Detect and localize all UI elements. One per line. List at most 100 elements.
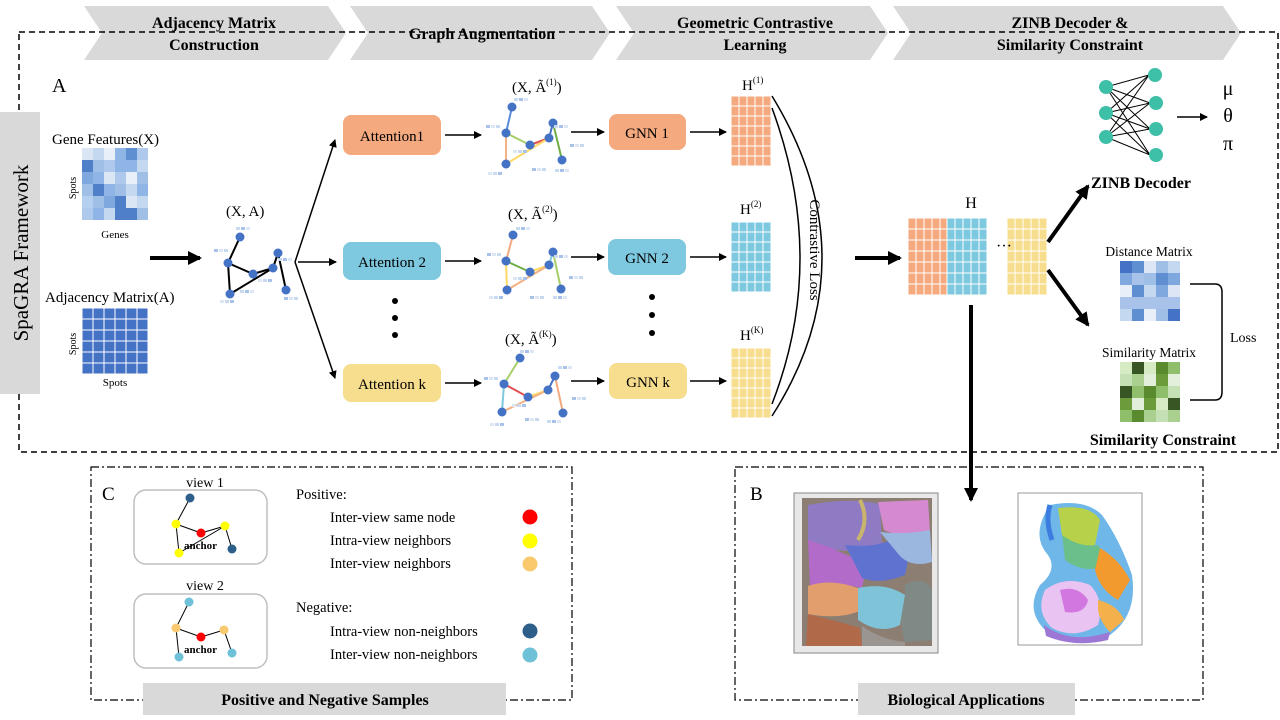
- matrix-cell: [1156, 386, 1168, 398]
- tissue-image-1: [793, 492, 939, 654]
- matrix-cell: [762, 397, 772, 409]
- graph-node: [268, 263, 278, 273]
- matrix-cell: [530, 296, 534, 299]
- matrix-cell: [136, 329, 149, 342]
- attention-2-label: Attention 2: [358, 255, 426, 271]
- matrix-cell: [1030, 283, 1040, 296]
- matrix-cell: [115, 160, 126, 172]
- matrix-cell: [82, 172, 93, 184]
- matrix-cell: [915, 283, 925, 296]
- matrix-cell: [738, 145, 748, 157]
- matrix-cell: [762, 347, 772, 359]
- zinb-node: [1099, 130, 1113, 144]
- panel-a-label: A: [52, 75, 67, 97]
- matrix-cell: [1168, 285, 1180, 297]
- stage-chevron-4: [893, 6, 1241, 60]
- augmented-label-2: (X, Ã(2)): [508, 204, 558, 223]
- gnn-1-box: [609, 114, 686, 150]
- matrix-cell: [915, 261, 925, 274]
- matrix-cell: [738, 387, 748, 399]
- matrix-cell: [104, 208, 115, 220]
- legend-lightblue-dot: [522, 647, 538, 663]
- matrix-cell: [535, 296, 539, 299]
- matrix-cell: [730, 155, 740, 167]
- positive-item-3: Inter-view neighbors: [330, 556, 451, 572]
- matrix-cell: [115, 148, 126, 160]
- matrix-cell: [513, 150, 517, 153]
- matrix-cell: [915, 272, 925, 285]
- matrix-cell: [1030, 250, 1040, 263]
- matrix-cell: [962, 283, 972, 296]
- legend-red-dot: [522, 509, 538, 525]
- view1-label: view 1: [186, 476, 224, 491]
- matrix-cell: [1120, 285, 1132, 297]
- matrix-cell: [81, 318, 94, 331]
- matrix-cell: [730, 387, 740, 399]
- matrix-cell: [250, 290, 254, 293]
- matrix-cell: [738, 135, 748, 147]
- matrix-cell: [517, 404, 521, 407]
- matrix-cell: [103, 329, 116, 342]
- matrix-cell: [137, 184, 148, 196]
- matrix-cell: [82, 184, 93, 196]
- matrix-cell: [1022, 239, 1032, 252]
- similarity-constraint-label: Similarity Constraint: [1090, 432, 1237, 449]
- matrix-cell: [1144, 362, 1156, 374]
- embedding-h2: [730, 221, 772, 293]
- matrix-cell: [946, 261, 956, 274]
- matrix-cell: [746, 115, 756, 127]
- matrix-cell: [220, 300, 224, 303]
- matrix-cell: [263, 279, 267, 282]
- matrix-cell: [563, 366, 567, 369]
- matrix-cell: [1132, 285, 1144, 297]
- augmented-graph-1: [486, 98, 584, 175]
- matrix-cell: [730, 241, 740, 253]
- stage-4-line2: Similarity Constraint: [997, 37, 1144, 54]
- matrix-cell: [236, 227, 240, 230]
- matrix-cell: [754, 105, 764, 117]
- matrix-cell: [762, 145, 772, 157]
- positive-item-1: Inter-view same node: [330, 510, 455, 526]
- matrix-cell: [137, 148, 148, 160]
- matrix-cell: [518, 150, 522, 153]
- matrix-cell: [754, 251, 764, 263]
- matrix-cell: [762, 231, 772, 243]
- matrix-cell: [962, 250, 972, 263]
- matrix-cell: [278, 258, 282, 261]
- matrix-cell: [730, 145, 740, 157]
- matrix-cell: [240, 290, 244, 293]
- matrix-cell: [104, 160, 115, 172]
- matrix-cell: [754, 221, 764, 233]
- matrix-cell: [499, 296, 503, 299]
- matrix-cell: [754, 397, 764, 409]
- matrix-cell: [1038, 261, 1048, 274]
- matrix-cell: [526, 227, 530, 230]
- matrix-cell: [754, 367, 764, 379]
- matrix-cell: [762, 407, 772, 419]
- zinb-node: [1149, 122, 1163, 136]
- view2-anchor: anchor: [184, 644, 217, 656]
- matrix-cell: [494, 296, 498, 299]
- matrix-cell: [268, 279, 272, 282]
- matrix-cell: [746, 271, 756, 283]
- matrix-cell: [513, 277, 517, 280]
- zinb-edge: [1105, 102, 1151, 138]
- matrix-cell: [487, 253, 491, 256]
- matrix-cell: [1120, 309, 1132, 321]
- matrix-cell: [93, 196, 104, 208]
- arrow-to-zinb: [1046, 184, 1090, 244]
- concat-h-blue: [946, 217, 988, 296]
- matrix-cell: [93, 148, 104, 160]
- matrix-cell: [554, 255, 558, 258]
- matrix-cell: [225, 300, 229, 303]
- matrix-cell: [126, 160, 137, 172]
- matrix-cell: [923, 283, 933, 296]
- input-graph-label: (X, A): [226, 204, 264, 220]
- matrix-cell: [754, 271, 764, 283]
- matrix-cell: [1120, 386, 1132, 398]
- zinb-pi: π: [1223, 133, 1233, 155]
- matrix-cell: [962, 261, 972, 274]
- matrix-cell: [93, 160, 104, 172]
- matrix-cell: [568, 366, 572, 369]
- zinb-mu: μ: [1223, 78, 1234, 100]
